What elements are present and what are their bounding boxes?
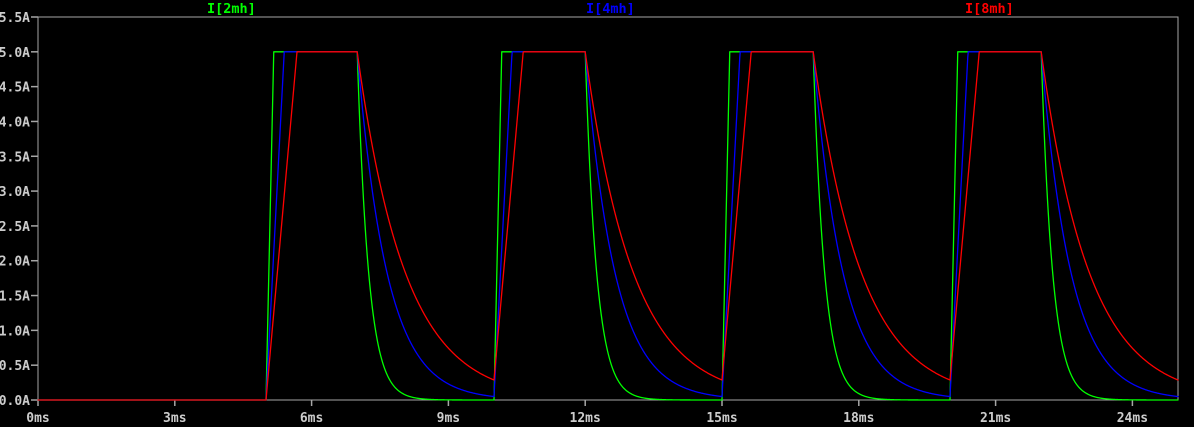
- y-tick-label: 3.0A: [0, 185, 30, 200]
- plot-frame: [37, 16, 1179, 401]
- x-tick-label: 6ms: [300, 411, 323, 426]
- y-tick-label: 1.5A: [0, 290, 30, 305]
- x-tick-label: 9ms: [437, 411, 460, 426]
- y-tick-label: 3.5A: [0, 150, 30, 165]
- legend-item-i8mh[interactable]: I[8mh]: [965, 1, 1014, 17]
- y-tick-label: 0.5A: [0, 359, 30, 374]
- y-tick-label: 2.5A: [0, 220, 30, 235]
- x-tick-label: 12ms: [570, 411, 601, 426]
- y-tick-label: 4.5A: [0, 81, 30, 96]
- legend-item-i2mh[interactable]: I[2mh]: [207, 1, 256, 17]
- x-tick-label: 24ms: [1117, 411, 1148, 426]
- y-tick-label: 5.0A: [0, 46, 30, 61]
- x-tick-label: 18ms: [843, 411, 874, 426]
- y-tick-label: 4.0A: [0, 115, 30, 130]
- trace-layer: [37, 51, 1179, 401]
- x-tick-label: 0ms: [26, 411, 49, 426]
- y-tick-label: 5.5A: [0, 11, 30, 26]
- y-tick-label: 1.0A: [0, 324, 30, 339]
- trace-i8mh: [37, 51, 1179, 401]
- axes-layer: 0.0A 0.5A 1.0A 1.5A 2.0A 2.5A 3.0A 3.5A 4.0A 4.5A…: [0, 11, 1179, 426]
- trace-i2mh: [37, 51, 1179, 401]
- trace-i4mh: [37, 51, 1179, 401]
- y-tick-label: 2.0A: [0, 255, 30, 270]
- y-tick-label: 0.0A: [0, 394, 30, 409]
- x-tick-label: 21ms: [980, 411, 1011, 426]
- x-tick-label: 15ms: [706, 411, 737, 426]
- x-tick-label: 3ms: [163, 411, 186, 426]
- legend-item-i4mh[interactable]: I[4mh]: [586, 1, 635, 17]
